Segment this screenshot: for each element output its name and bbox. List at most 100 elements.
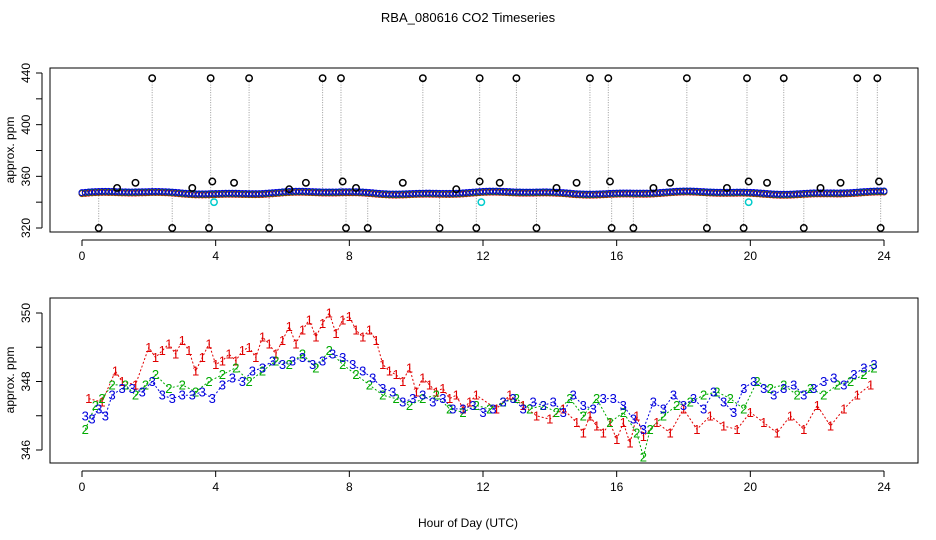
bottom-series-1-point: 1	[205, 336, 212, 351]
top-baseline-point	[476, 188, 484, 196]
bottom-series-3-point: 3	[139, 384, 146, 399]
top-baseline-point	[345, 188, 353, 196]
bottom-series-3-point: 3	[770, 388, 777, 403]
bottom-series-1-point: 1	[252, 350, 259, 365]
bottom-series-3-point: 3	[580, 398, 587, 413]
bottom-series-3-point: 3	[830, 371, 837, 386]
top-baseline-point	[248, 190, 256, 198]
bottom-series-1-point: 1	[85, 391, 92, 406]
bottom-series-1-point: 1	[473, 388, 480, 403]
bottom-series-1-point: 1	[179, 333, 186, 348]
top-baseline-point	[733, 188, 741, 196]
bottom-series-3-point: 3	[670, 388, 677, 403]
top-x-tick-label: 4	[212, 249, 219, 263]
bottom-series-2-point: 2	[272, 353, 279, 368]
bottom-series-2-point: 2	[205, 374, 212, 389]
bottom-series-1-point: 1	[560, 401, 567, 416]
bottom-series-1-point: 1	[493, 401, 500, 416]
top-baseline-point	[362, 188, 370, 196]
top-baseline-point	[158, 188, 166, 196]
top-baseline-point	[616, 189, 624, 197]
top-baseline-point	[395, 190, 403, 198]
bottom-series-3-point: 3	[379, 381, 386, 396]
top-baseline-point	[152, 187, 160, 195]
top-baseline-point	[529, 188, 537, 196]
bottom-series-3-point: 3	[239, 374, 246, 389]
top-baseline-point	[643, 189, 651, 197]
top-baseline-point	[148, 188, 156, 196]
bottom-series-3-point: 3	[499, 395, 506, 410]
bottom-series-1-point: 1	[112, 364, 119, 379]
bottom-series-2-point: 2	[232, 360, 239, 375]
bottom-series-3-point: 3	[540, 398, 547, 413]
top-y-tick-label: 400	[19, 114, 33, 134]
bottom-series-1-point: 1	[152, 350, 159, 365]
top-mid-flag-point	[722, 184, 731, 192]
bottom-series-1-point: 1	[506, 388, 513, 403]
top-baseline-point	[723, 188, 731, 196]
top-baseline-point	[803, 189, 811, 197]
top-baseline-point	[228, 189, 236, 197]
bottom-series-3-point: 3	[850, 367, 857, 382]
top-baseline-point	[128, 188, 136, 196]
top-low-flag-point	[532, 224, 541, 232]
top-baseline-point	[736, 188, 744, 196]
bottom-series-3-point: 3	[509, 391, 516, 406]
bottom-series-2-point: 2	[192, 384, 199, 399]
bottom-series-3-point: 3	[249, 364, 256, 379]
top-baseline-point	[238, 189, 246, 197]
bottom-series-1-point: 1	[453, 388, 460, 403]
top-baseline-point	[512, 188, 520, 196]
bottom-series-2-point: 2	[660, 408, 667, 423]
top-baseline-point	[446, 189, 454, 197]
top-baseline-point	[486, 187, 494, 195]
bottom-series-1-point: 1	[386, 364, 393, 379]
bottom-series-1-point: 1	[680, 401, 687, 416]
bottom-series-1-point: 1	[319, 316, 326, 331]
top-baseline-point	[830, 189, 838, 197]
top-baseline-point	[559, 189, 567, 197]
top-baseline-point	[853, 188, 861, 196]
bottom-series-2-point: 2	[152, 367, 159, 382]
top-baseline-point	[275, 188, 283, 196]
top-cyan-point	[744, 198, 753, 207]
top-baseline-point	[837, 189, 845, 197]
bottom-series-1-point: 1	[459, 401, 466, 416]
top-baseline-point	[639, 189, 647, 197]
top-y-tick-label: 320	[19, 218, 33, 238]
top-baseline-point	[850, 188, 858, 196]
top-high-flag-point	[148, 74, 157, 83]
top-baseline-point	[656, 189, 664, 197]
top-baseline-point	[322, 188, 330, 196]
top-mid-flag-point	[188, 184, 197, 192]
top-baseline-point	[101, 187, 109, 195]
bottom-series-3-point: 3	[369, 371, 376, 386]
top-baseline-point	[857, 188, 865, 196]
top-baseline-point	[843, 189, 851, 197]
top-baseline-point	[309, 188, 317, 196]
top-baseline-point	[91, 188, 99, 196]
top-baseline-point	[743, 188, 751, 196]
top-baseline-point	[806, 189, 814, 197]
top-baseline-point	[880, 187, 888, 195]
top-baseline-point	[439, 189, 447, 197]
top-baseline-point	[342, 188, 350, 196]
bottom-series-1-point: 1	[606, 415, 613, 430]
top-high-flag-point	[585, 74, 594, 83]
bottom-series-2-point: 2	[727, 391, 734, 406]
top-baseline-point	[279, 188, 286, 196]
top-low-flag-point	[472, 224, 481, 232]
top-baseline-point	[141, 188, 149, 196]
top-baseline-point	[442, 189, 450, 197]
top-baseline-point	[576, 190, 584, 198]
top-baseline-point	[202, 190, 210, 198]
bottom-series-3-point: 3	[199, 384, 206, 399]
top-high-flag-point	[206, 74, 215, 83]
bottom-series-1-point: 1	[192, 364, 199, 379]
bottom-series-1-point: 1	[379, 357, 386, 372]
top-baseline-point	[716, 188, 724, 196]
bottom-series-2-point: 2	[459, 405, 466, 420]
top-baseline-point	[636, 189, 644, 197]
bottom-series-3-point: 3	[179, 388, 186, 403]
